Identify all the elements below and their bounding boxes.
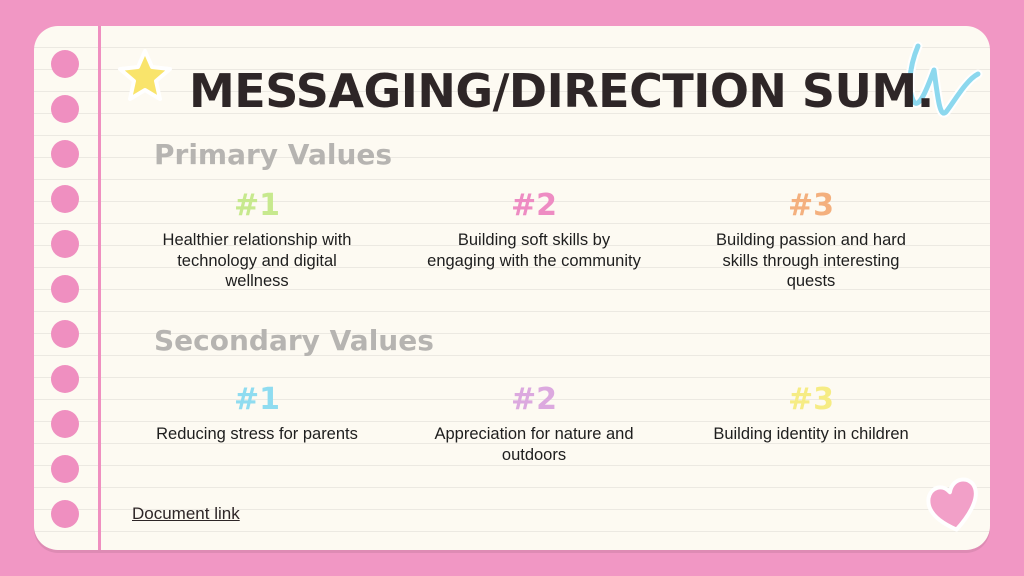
star-icon: [118, 49, 172, 101]
binder-hole: [51, 320, 79, 348]
value-number: #3: [787, 382, 834, 417]
binder-hole: [51, 455, 79, 483]
binder-hole: [51, 410, 79, 438]
value-number: #2: [510, 188, 557, 223]
value-number: #3: [787, 188, 834, 223]
scribble-icon: [905, 41, 983, 118]
binder-holes: [51, 50, 79, 545]
value-text: Building soft skills by engaging with th…: [427, 231, 641, 270]
page-title: MESSAGING/DIRECTION SUM.: [189, 64, 934, 118]
value-text: Appreciation for nature and outdoors: [434, 425, 634, 464]
primary-value-2: #2 Building soft skills by engaging with…: [424, 188, 644, 271]
primary-values-heading: Primary Values: [154, 138, 393, 171]
value-text: Building passion and hard skills through…: [716, 231, 906, 290]
margin-line: [98, 26, 101, 550]
binder-hole: [51, 140, 79, 168]
secondary-value-1: #1 Reducing stress for parents: [147, 382, 367, 445]
value-text: Healthier relationship with technology a…: [162, 231, 352, 290]
value-number: #1: [233, 188, 280, 223]
secondary-values-heading: Secondary Values: [154, 324, 434, 357]
value-number: #2: [510, 382, 557, 417]
binder-hole: [51, 500, 79, 528]
notebook-paper: MESSAGING/DIRECTION SUM. Primary Values …: [34, 26, 990, 550]
binder-hole: [51, 275, 79, 303]
secondary-value-3: #3 Building identity in children: [701, 382, 921, 445]
value-text: Building identity in children: [713, 425, 909, 443]
binder-hole: [51, 95, 79, 123]
value-number: #1: [233, 382, 280, 417]
primary-value-1: #1 Healthier relationship with technolog…: [147, 188, 367, 292]
binder-hole: [51, 230, 79, 258]
document-link[interactable]: Document link: [132, 504, 240, 523]
binder-hole: [51, 365, 79, 393]
binder-hole: [51, 50, 79, 78]
binder-hole: [51, 185, 79, 213]
secondary-value-2: #2 Appreciation for nature and outdoors: [424, 382, 644, 465]
heart-icon: [926, 477, 978, 532]
value-text: Reducing stress for parents: [156, 425, 358, 443]
primary-value-3: #3 Building passion and hard skills thro…: [701, 188, 921, 292]
